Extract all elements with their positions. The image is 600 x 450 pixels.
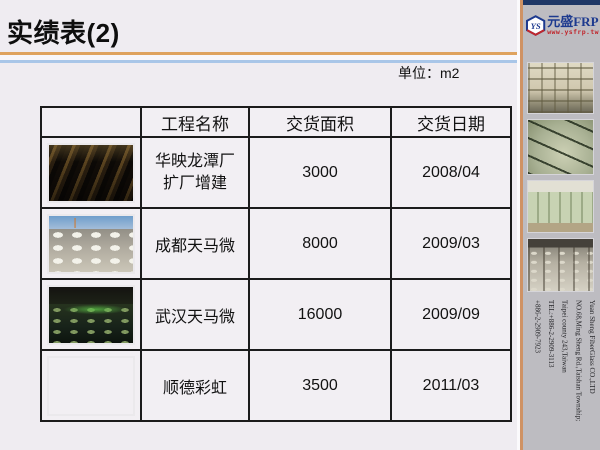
project-name-line: 扩厂增建 <box>162 174 227 192</box>
brand-name: 元盛FRP <box>547 13 599 29</box>
factory-interior-photo <box>527 238 594 292</box>
company-address-line: NO.68,Ming Sheng Rd.,Taishan Township; <box>574 300 583 422</box>
company-logo: YS 元盛FRP www.ysfrp.tw <box>525 13 599 38</box>
project-photo-cell <box>40 136 142 209</box>
delivery-date-cell: 2011/03 <box>390 349 512 422</box>
title-divider-orange <box>0 52 518 55</box>
header-project-name: 工程名称 <box>140 106 250 138</box>
frp-tank-closeup-photo <box>527 119 594 175</box>
sidebar-top-navy-bar <box>523 0 600 5</box>
company-address-line: Taipei county 243,Taiwan <box>560 300 569 373</box>
delivery-area-cell: 3500 <box>248 349 392 422</box>
sidebar-orange-edge <box>520 0 523 450</box>
dark-factory-grating-photo <box>47 142 135 203</box>
ys-hexagon-icon: YS <box>525 15 546 36</box>
unit-label: 单位：m2 <box>398 65 460 81</box>
project-name-cell: 华映龙潭厂 扩厂增建 <box>140 136 250 209</box>
page-title: 实绩表(2) <box>7 18 120 48</box>
tank-farm-photo <box>527 180 594 233</box>
delivery-date-cell: 2009/09 <box>390 278 512 351</box>
construction-site-white-caps-photo <box>47 213 135 274</box>
delivery-area-cell: 16000 <box>248 278 392 351</box>
table-header-row: 工程名称 交货面积 交货日期 <box>40 106 512 138</box>
project-name-cell: 成都天马微 <box>140 207 250 280</box>
project-name-cell: 顺德彩虹 <box>140 349 250 422</box>
project-photo-cell <box>40 207 142 280</box>
delivery-area-cell: 3000 <box>248 136 392 209</box>
delivery-date-cell: 2009/03 <box>390 207 512 280</box>
header-delivery-date: 交货日期 <box>390 106 512 138</box>
project-photo-cell <box>40 278 142 351</box>
sidebar-white-edge <box>517 0 520 450</box>
title-divider-gap <box>0 55 518 60</box>
delivery-area-cell: 8000 <box>248 207 392 280</box>
green-domes-grid-photo <box>47 355 135 416</box>
company-address-line: TEL:+886-2-2909-3113 <box>547 300 556 368</box>
company-address-line: Yuan Sheng FiberGlass CO.,LTD <box>588 300 596 394</box>
table-row: 顺德彩虹 3500 2011/03 <box>40 349 512 422</box>
brand-url: www.ysfrp.tw <box>547 28 599 37</box>
company-address-line: +886-2-2909-7923 <box>533 300 542 353</box>
delivery-date-cell: 2008/04 <box>390 136 512 209</box>
company-address: Yuan Sheng FiberGlass CO.,LTD NO.68,Ming… <box>530 300 598 442</box>
project-name-line: 华映龙潭厂 <box>154 152 235 170</box>
header-photo-cell <box>40 106 142 138</box>
coffered-ceiling-photo <box>527 62 594 114</box>
table-row: 华映龙潭厂 扩厂增建 3000 2008/04 <box>40 136 512 209</box>
title-divider-blue <box>0 60 518 63</box>
project-name-cell: 武汉天马微 <box>140 278 250 351</box>
sidebar: YS 元盛FRP www.ysfrp.tw Yuan Sheng FiberGl… <box>523 0 600 450</box>
header-delivery-area: 交货面积 <box>248 106 392 138</box>
dark-green-hall-floor-photo <box>47 284 135 345</box>
project-photo-cell <box>40 349 142 422</box>
svg-text:YS: YS <box>531 21 541 31</box>
main-area: 实绩表(2) 单位：m2 工程名称 交货面积 交货日期 华映龙潭厂 <box>0 18 518 422</box>
table-row: 武汉天马微 16000 2009/09 <box>40 278 512 351</box>
performance-table: 工程名称 交货面积 交货日期 华映龙潭厂 扩厂增建 3000 2008/04 <box>40 106 512 422</box>
table-row: 成都天马微 8000 2009/03 <box>40 207 512 280</box>
